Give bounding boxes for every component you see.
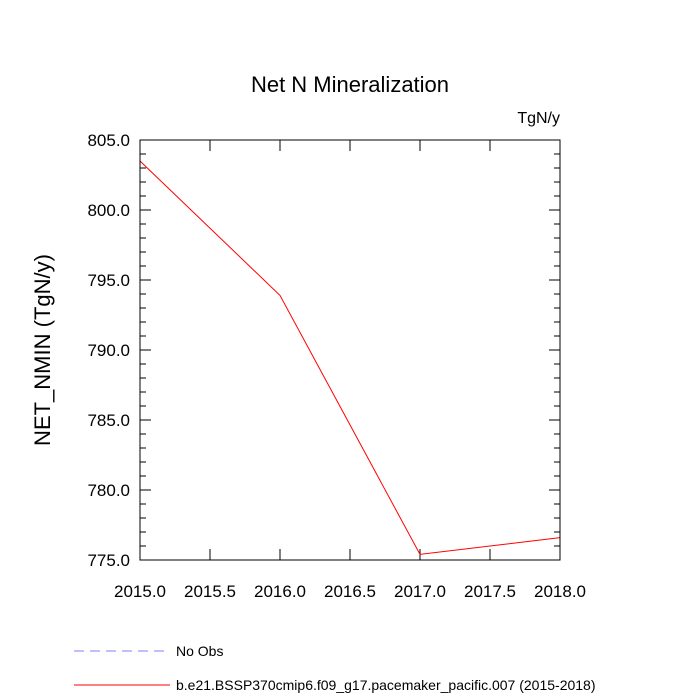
x-tick-label: 2015.5 bbox=[184, 582, 236, 601]
legend-label-model: b.e21.BSSP370cmip6.f09_g17.pacemaker_pac… bbox=[176, 677, 596, 693]
chart-title: Net N Mineralization bbox=[251, 72, 449, 97]
y-tick-label: 775.0 bbox=[87, 551, 130, 570]
plot-frame bbox=[139, 139, 561, 561]
y-tick-label: 805.0 bbox=[87, 131, 130, 150]
y-tick-labels: 775.0 780.0 785.0 790.0 795.0 800.0 805.0 bbox=[87, 131, 130, 570]
x-tick-label: 2018.0 bbox=[534, 582, 586, 601]
legend: No Obs b.e21.BSSP370cmip6.f09_g17.pacema… bbox=[74, 643, 596, 693]
x-tick-label: 2017.0 bbox=[394, 582, 446, 601]
x-tick-label: 2015.0 bbox=[114, 582, 166, 601]
y-tick-label: 795.0 bbox=[87, 271, 130, 290]
x-tick-label: 2017.5 bbox=[464, 582, 516, 601]
series-line bbox=[139, 160, 561, 555]
x-tick-labels: 2015.0 2015.5 2016.0 2016.5 2017.0 2017.5 2018… bbox=[114, 582, 586, 601]
x-tick-label: 2016.5 bbox=[324, 582, 376, 601]
x-tick-label: 2016.0 bbox=[254, 582, 306, 601]
y-axis-title: NET_NMIN (TgN/y) bbox=[30, 254, 55, 446]
axis-ticks bbox=[139, 139, 561, 561]
units-label: TgN/y bbox=[517, 110, 560, 127]
y-tick-label: 790.0 bbox=[87, 341, 130, 360]
legend-label-no-obs: No Obs bbox=[176, 643, 223, 659]
y-tick-label: 800.0 bbox=[87, 201, 130, 220]
y-tick-label: 780.0 bbox=[87, 481, 130, 500]
y-tick-label: 785.0 bbox=[87, 411, 130, 430]
series-layer bbox=[139, 160, 561, 555]
